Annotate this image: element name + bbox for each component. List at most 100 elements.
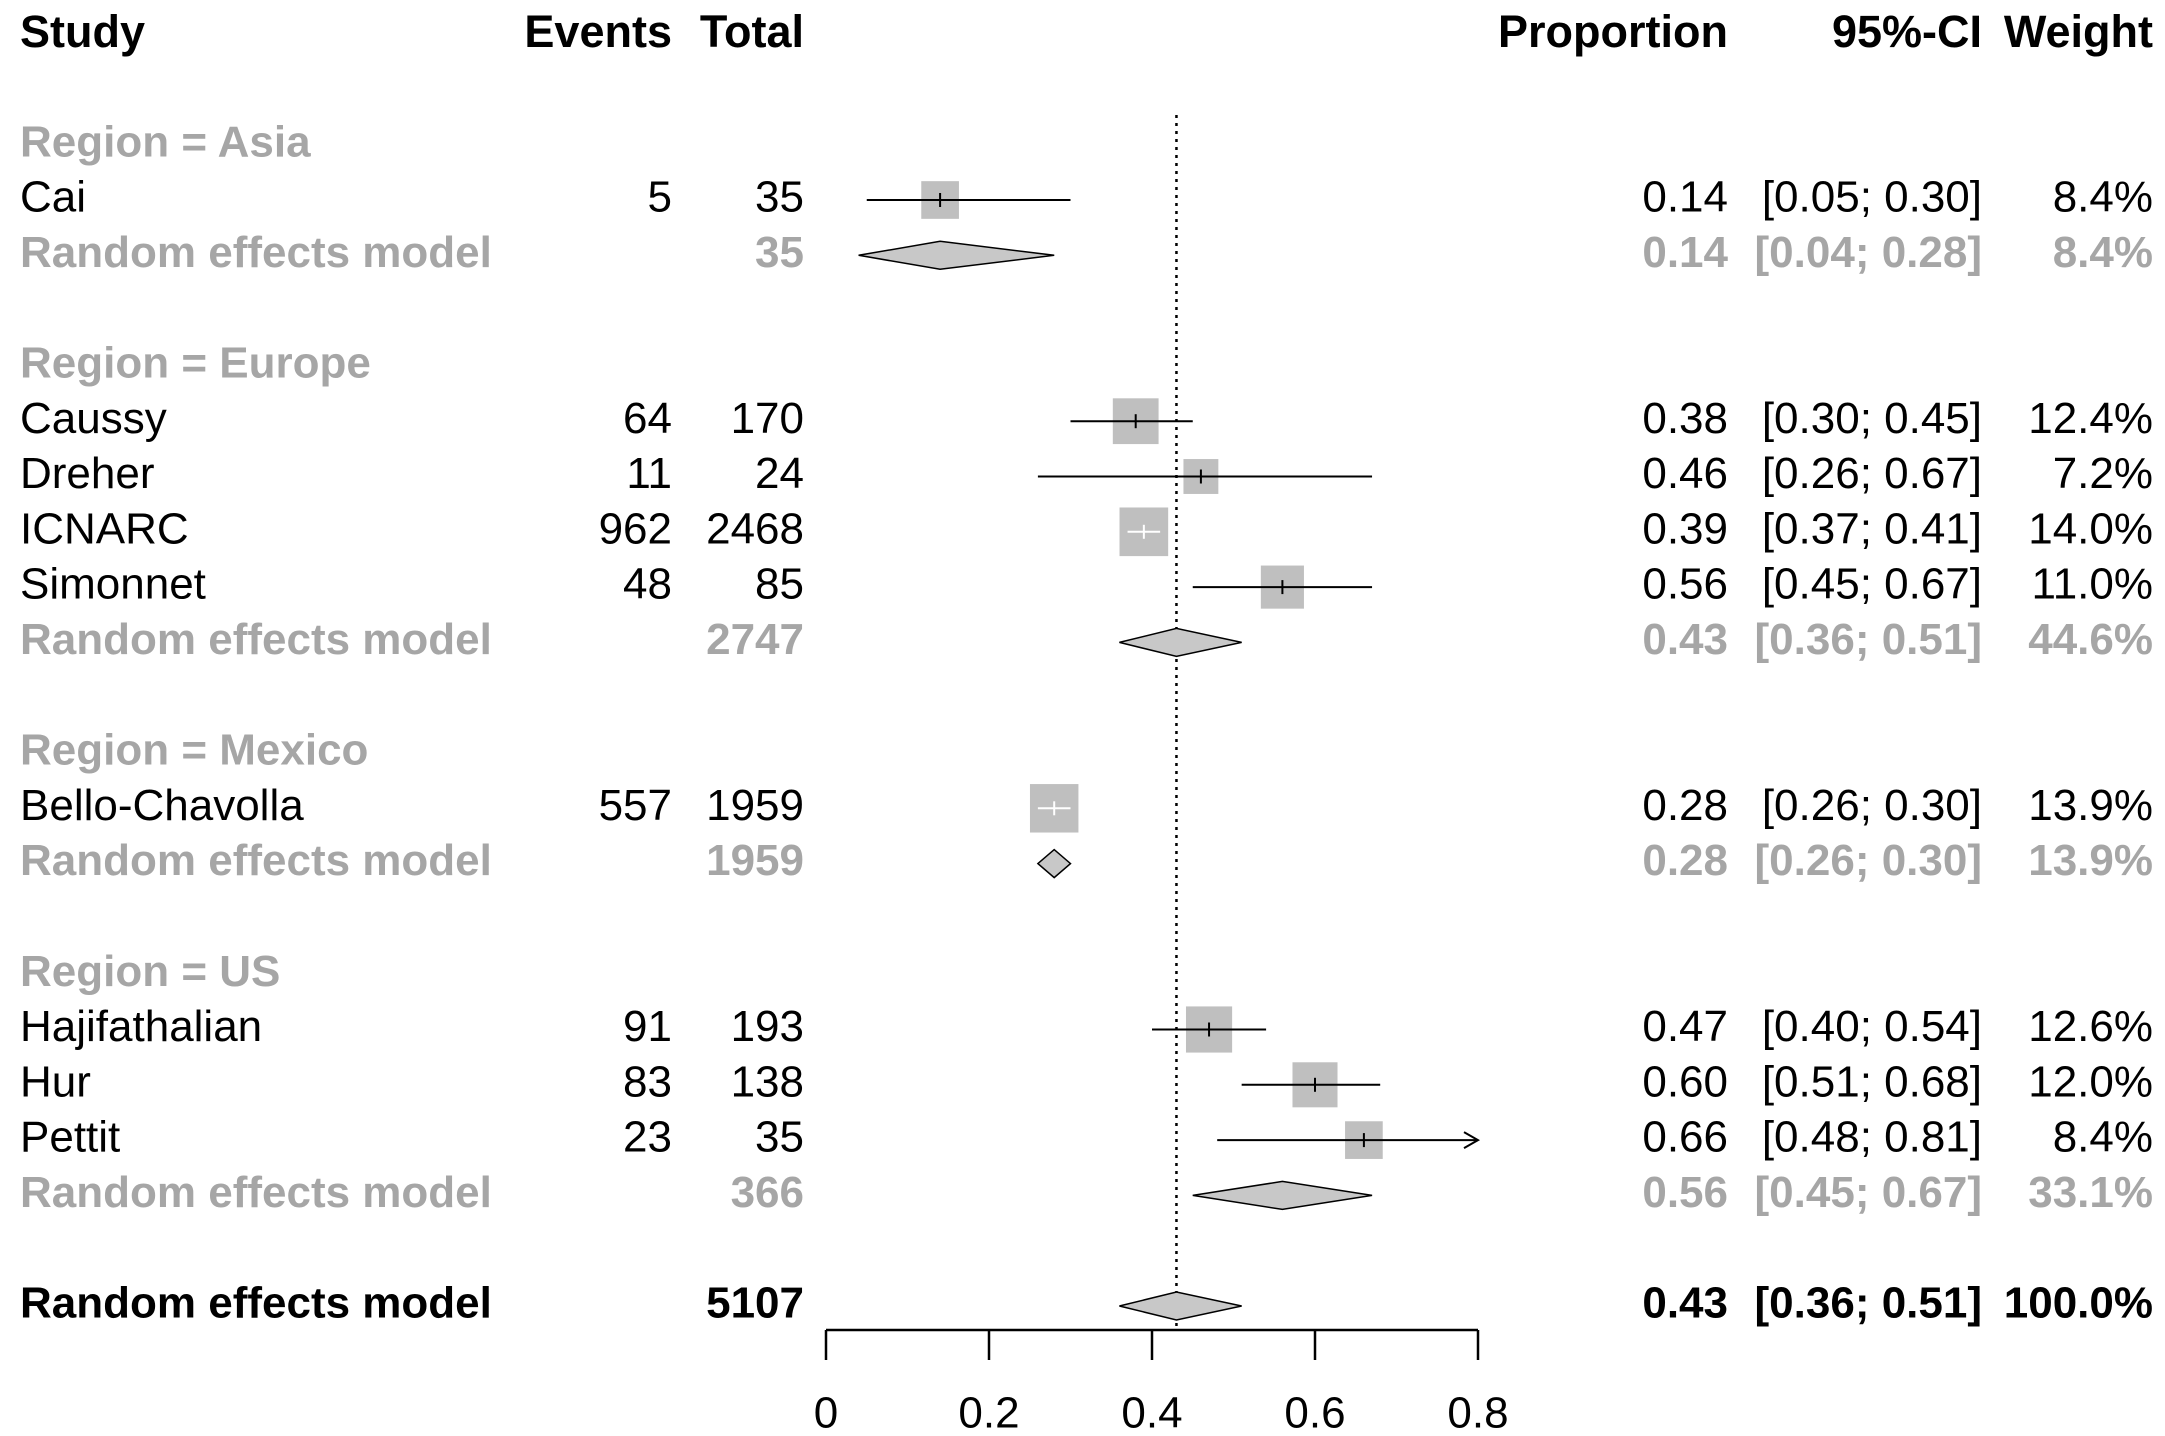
subgroup-model-ci: [0.04; 0.28] <box>1755 228 1982 277</box>
study-name: Cai <box>20 173 86 222</box>
header-study: Study <box>20 6 145 57</box>
x-axis-tick-label: 0 <box>814 1389 838 1436</box>
subgroup-model-ci: [0.45; 0.67] <box>1755 1168 1982 1217</box>
overall-model-label: Random effects model <box>20 1279 492 1328</box>
subgroup-model-total: 366 <box>731 1168 804 1217</box>
header-ci: 95%-CI <box>1832 6 1982 57</box>
study-proportion: 0.14 <box>1642 173 1728 222</box>
subgroup-model-proportion: 0.28 <box>1642 836 1728 885</box>
subgroup-model-diamond <box>858 240 1055 271</box>
subgroup-model-label: Random effects model <box>20 836 492 885</box>
subgroup-model-weight: 13.9% <box>2028 836 2153 885</box>
overall-model-diamond <box>1119 1291 1242 1321</box>
study-proportion: 0.46 <box>1642 449 1728 498</box>
study-total: 193 <box>731 1002 804 1051</box>
study-ci: [0.40; 0.54] <box>1762 1002 1982 1051</box>
study-total: 85 <box>755 560 804 609</box>
study-ci: [0.37; 0.41] <box>1762 504 1982 553</box>
subgroup-label: Region = Mexico <box>20 726 368 775</box>
study-proportion: 0.60 <box>1642 1057 1728 1106</box>
x-axis-tick-label: 0.4 <box>1121 1389 1182 1436</box>
subgroup-label: Region = Asia <box>20 117 311 166</box>
study-weight: 8.4% <box>2053 1113 2153 1162</box>
study-proportion: 0.38 <box>1642 394 1728 443</box>
study-weight: 8.4% <box>2053 173 2153 222</box>
study-total: 35 <box>755 1113 804 1162</box>
study-events: 91 <box>623 1002 672 1051</box>
study-total: 138 <box>731 1057 804 1106</box>
x-axis-tick-label: 0.8 <box>1447 1389 1508 1436</box>
study-events: 64 <box>623 394 672 443</box>
study-name: Hajifathalian <box>20 1002 262 1051</box>
study-weight: 12.6% <box>2028 1002 2153 1051</box>
study-weight: 12.4% <box>2028 394 2153 443</box>
study-name: Bello-Chavolla <box>20 781 304 830</box>
study-events: 83 <box>623 1057 672 1106</box>
study-total: 24 <box>755 449 804 498</box>
study-ci: [0.48; 0.81] <box>1762 1113 1982 1162</box>
study-proportion: 0.39 <box>1642 504 1728 553</box>
study-name: Simonnet <box>20 560 206 609</box>
study-events: 557 <box>599 781 672 830</box>
subgroup-model-weight: 8.4% <box>2053 228 2153 277</box>
overall-model-total: 5107 <box>706 1279 804 1328</box>
subgroup-model-ci: [0.36; 0.51] <box>1755 615 1982 664</box>
study-events: 11 <box>626 449 672 498</box>
study-ci: [0.30; 0.45] <box>1762 394 1982 443</box>
header-weight: Weight <box>2004 6 2153 57</box>
study-weight: 13.9% <box>2028 781 2153 830</box>
study-name: ICNARC <box>20 504 189 553</box>
subgroup-model-label: Random effects model <box>20 615 492 664</box>
study-total: 170 <box>731 394 804 443</box>
study-events: 5 <box>648 173 672 222</box>
study-name: Caussy <box>20 394 167 443</box>
study-total: 1959 <box>706 781 804 830</box>
study-weight: 12.0% <box>2028 1057 2153 1106</box>
study-events: 48 <box>623 560 672 609</box>
subgroup-model-diamond <box>1119 627 1242 658</box>
subgroup-model-weight: 33.1% <box>2028 1168 2153 1217</box>
subgroup-model-ci: [0.26; 0.30] <box>1755 836 1982 885</box>
study-weight: 14.0% <box>2028 504 2153 553</box>
study-name: Dreher <box>20 449 155 498</box>
subgroup-model-label: Random effects model <box>20 228 492 277</box>
study-proportion: 0.28 <box>1642 781 1728 830</box>
subgroup-model-diamond <box>1192 1180 1373 1211</box>
subgroup-model-proportion: 0.43 <box>1642 615 1728 664</box>
x-axis-tick-label: 0.2 <box>958 1389 1019 1436</box>
header-proportion: Proportion <box>1498 6 1728 57</box>
study-proportion: 0.47 <box>1642 1002 1728 1051</box>
subgroup-model-total: 35 <box>755 228 804 277</box>
study-ci: [0.26; 0.30] <box>1762 781 1982 830</box>
study-events: 23 <box>623 1113 672 1162</box>
study-total: 35 <box>755 173 804 222</box>
subgroup-model-proportion: 0.56 <box>1642 1168 1728 1217</box>
study-ci: [0.26; 0.67] <box>1762 449 1982 498</box>
subgroup-model-proportion: 0.14 <box>1642 228 1728 277</box>
overall-model-ci: [0.36; 0.51] <box>1755 1279 1982 1328</box>
subgroup-label: Region = Europe <box>20 339 371 388</box>
study-total: 2468 <box>706 504 804 553</box>
x-axis-tick-label: 0.6 <box>1284 1389 1345 1436</box>
subgroup-model-weight: 44.6% <box>2028 615 2153 664</box>
subgroup-model-label: Random effects model <box>20 1168 492 1217</box>
subgroup-model-total: 2747 <box>706 615 804 664</box>
study-name: Pettit <box>20 1113 120 1162</box>
study-weight: 7.2% <box>2053 449 2153 498</box>
subgroup-model-diamond <box>1036 848 1072 879</box>
study-ci-arrow <box>1463 1131 1481 1149</box>
study-ci: [0.05; 0.30] <box>1762 173 1982 222</box>
study-proportion: 0.56 <box>1642 560 1728 609</box>
study-ci: [0.51; 0.68] <box>1762 1057 1982 1106</box>
study-name: Hur <box>20 1057 91 1106</box>
subgroup-label: Region = US <box>20 947 280 996</box>
overall-model-weight: 100.0% <box>2004 1279 2153 1328</box>
overall-model-proportion: 0.43 <box>1642 1279 1728 1328</box>
study-weight: 11.0% <box>2032 560 2154 609</box>
header-total: Total <box>700 6 804 57</box>
subgroup-model-total: 1959 <box>706 836 804 885</box>
study-proportion: 0.66 <box>1642 1113 1728 1162</box>
study-events: 962 <box>599 504 672 553</box>
study-ci: [0.45; 0.67] <box>1762 560 1982 609</box>
